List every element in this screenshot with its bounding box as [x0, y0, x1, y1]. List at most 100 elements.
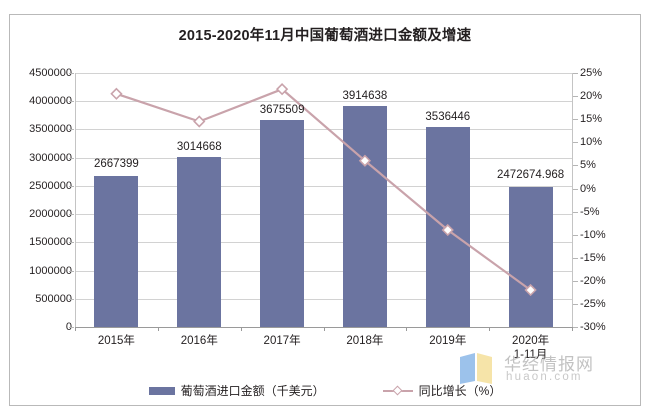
- y-axis-tick-label: 3000000: [29, 151, 72, 164]
- gridline: [75, 214, 572, 216]
- y-axis-tick-label: 2000000: [29, 208, 72, 221]
- legend-bar-swatch-icon: [148, 386, 175, 395]
- x-axis-label-group: 2016年: [154, 334, 244, 348]
- legend-label: 葡萄酒进口金额（千美元）: [180, 384, 325, 398]
- y-axis-tick-label: 500000: [35, 292, 72, 305]
- x-axis-tick: [75, 327, 76, 331]
- y-axis-right-tick: [573, 257, 578, 259]
- y-axis-right-tick-label: -5%: [580, 205, 600, 218]
- y-axis-right-tick: [573, 211, 578, 213]
- y-axis-tick-label: 1500000: [29, 236, 72, 249]
- gridline: [75, 270, 572, 272]
- x-axis-label: 2018年: [346, 335, 384, 347]
- gridline: [75, 185, 572, 187]
- x-axis-sublabel: 1-11月: [513, 349, 548, 361]
- x-axis-label: 2015年: [97, 335, 135, 347]
- gridline: [75, 242, 572, 244]
- gridline: [75, 73, 572, 74]
- y-axis-right-tick-label: 20%: [580, 90, 603, 103]
- growth-line-marker: [524, 283, 537, 297]
- bar-value-label: 3014668: [176, 140, 222, 153]
- x-axis-tick: [157, 327, 159, 331]
- y-axis-tick: [69, 101, 74, 103]
- x-axis-tick: [406, 327, 408, 331]
- y-axis-right-tick-label: 25%: [580, 67, 603, 79]
- x-axis-tick: [489, 327, 491, 331]
- y-axis-right-tick: [573, 327, 578, 328]
- y-axis-tick: [69, 298, 74, 300]
- y-axis-right-tick: [573, 142, 578, 144]
- x-axis-tick: [572, 327, 573, 331]
- growth-line-marker: [193, 115, 206, 128]
- y-axis-tick: [69, 270, 74, 272]
- y-axis-right-tick: [573, 234, 578, 236]
- growth-line-marker: [275, 83, 289, 96]
- y-axis-right-tick-label: -25%: [580, 297, 606, 310]
- y-axis-tick-label: 4500000: [29, 67, 72, 79]
- x-axis-label: 2017年: [263, 335, 301, 347]
- bar-value-label: 3536446: [425, 111, 471, 124]
- chart-legend: 葡萄酒进口金额（千美元） 同比增长（%）: [0, 382, 650, 399]
- y-axis-tick: [69, 73, 74, 74]
- y-axis-right-tick: [573, 165, 578, 167]
- y-axis-right: 25% 20% 15% 10% 5% 0% -5% -10% -15% -20% -25% -30%: [580, 0, 640, 420]
- growth-line-marker: [110, 87, 123, 100]
- bar-2017: [260, 119, 305, 327]
- growth-line-series: [110, 83, 537, 297]
- y-axis-right-tick-label: 15%: [580, 113, 603, 126]
- gridline: [75, 101, 572, 103]
- y-axis-tick-label: 4000000: [29, 95, 72, 108]
- axis-left-border: [75, 73, 76, 328]
- x-axis-label: 2019年: [429, 335, 467, 347]
- x-axis-label-group: 2015年: [71, 334, 161, 348]
- growth-line-path: [116, 87, 532, 291]
- bar-2015: [94, 176, 139, 327]
- legend-item[interactable]: 同比增长（%）: [382, 382, 502, 399]
- y-axis-right-tick-label: -30%: [580, 321, 606, 333]
- gridline: [75, 157, 572, 159]
- y-axis-tick: [69, 327, 74, 328]
- chart-title: 2015-2020年11月中国葡萄酒进口金额及增速: [178, 28, 472, 44]
- y-axis-right-tick-label: 5%: [580, 159, 596, 172]
- gridline: [75, 298, 572, 300]
- y-axis-right-tick: [573, 280, 578, 282]
- legend-item[interactable]: 葡萄酒进口金额（千美元）: [148, 382, 325, 399]
- y-axis-right-tick-label: 10%: [580, 136, 603, 149]
- legend-label: 同比增长（%）: [418, 384, 502, 398]
- y-axis-tick-label: 2500000: [29, 179, 72, 192]
- y-axis-tick-label: 1000000: [29, 264, 72, 277]
- x-axis-label-group: 2017年: [237, 334, 327, 348]
- bar-value-label: 3914638: [342, 90, 388, 102]
- x-axis-label: 2020年: [512, 335, 550, 347]
- x-axis-label-group: 2019年: [403, 334, 493, 348]
- x-axis-label-group: 2018年: [320, 334, 410, 348]
- y-axis-right-tick-label: 0%: [580, 182, 596, 195]
- y-axis-tick: [69, 242, 74, 244]
- y-axis-right-tick: [573, 96, 578, 98]
- bar-2018: [342, 106, 387, 327]
- y-axis-right-tick: [573, 73, 578, 74]
- y-axis-right-tick: [573, 303, 578, 305]
- y-axis-tick: [69, 157, 74, 159]
- y-axis-tick-label: 0: [4, 322, 72, 333]
- x-axis-label-group: 2020年 1-11月: [486, 334, 576, 362]
- x-axis-tick: [323, 327, 325, 331]
- bar-value-label: 3675509: [259, 103, 305, 116]
- y-axis-tick: [69, 214, 74, 216]
- axis-right-border: [572, 73, 573, 328]
- y-axis-right-tick-label: -10%: [580, 228, 606, 241]
- bar-2020: [508, 187, 553, 327]
- x-axis-label: 2016年: [180, 335, 218, 347]
- y-axis-right-tick: [573, 188, 578, 190]
- y-axis-right-tick-label: -20%: [580, 274, 606, 287]
- bar-2016: [177, 156, 222, 327]
- y-axis-left: 4500000 4000000 3500000 3000000 2500000 20000…: [0, 0, 72, 420]
- y-axis-right-tick-label: -15%: [580, 251, 606, 264]
- y-axis-right-tick: [573, 119, 578, 121]
- y-axis-tick-label: 3500000: [29, 123, 72, 136]
- growth-line-marker: [358, 154, 372, 167]
- y-axis-tick: [69, 185, 74, 187]
- x-axis-tick: [240, 327, 242, 331]
- bar-value-label: 2472674.968: [497, 169, 565, 182]
